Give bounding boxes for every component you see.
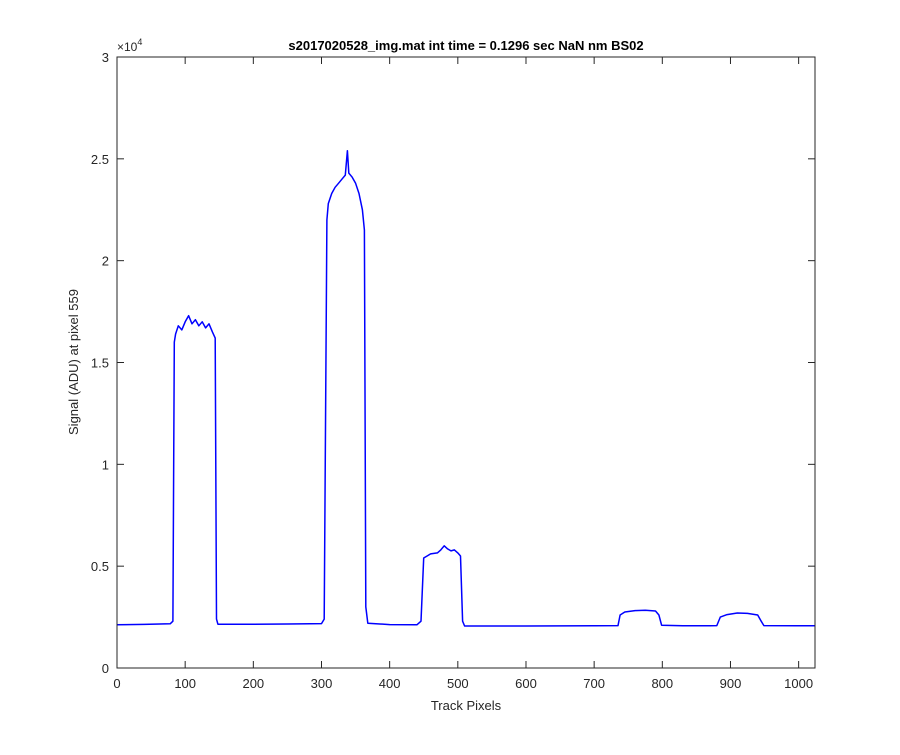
y-tick-label: 0 bbox=[102, 661, 109, 676]
chart-title: s2017020528_img.mat int time = 0.1296 se… bbox=[288, 38, 643, 53]
x-tick-label: 1000 bbox=[784, 676, 813, 691]
x-tick-label: 500 bbox=[447, 676, 469, 691]
y-tick-label: 2.5 bbox=[91, 152, 109, 167]
y-tick-label: 1 bbox=[102, 457, 109, 472]
x-tick-label: 300 bbox=[311, 676, 333, 691]
y-tick-label: 3 bbox=[102, 50, 109, 65]
y-tick-label: 1.5 bbox=[91, 356, 109, 371]
x-tick-label: 800 bbox=[651, 676, 673, 691]
x-axis-label: Track Pixels bbox=[431, 698, 502, 713]
x-tick-label: 900 bbox=[720, 676, 742, 691]
x-tick-label: 600 bbox=[515, 676, 537, 691]
y-exponent-power: 4 bbox=[137, 37, 142, 47]
x-tick-label: 700 bbox=[583, 676, 605, 691]
y-exponent-label: ×104 bbox=[117, 37, 142, 54]
y-tick-label: 0.5 bbox=[91, 559, 109, 574]
ticks-layer: 0 100 200 300 400 500 600 700 800 900 1000 0 0.5 1 1.5… bbox=[91, 50, 815, 691]
axes-box bbox=[116, 56, 816, 669]
y-exponent-base: ×10 bbox=[117, 40, 138, 54]
y-tick-label: 2 bbox=[102, 254, 109, 269]
x-tick-label: 100 bbox=[174, 676, 196, 691]
series-layer bbox=[116, 149, 815, 627]
x-tick-label: 400 bbox=[379, 676, 401, 691]
y-axis-label: Signal (ADU) at pixel 559 bbox=[66, 289, 81, 435]
x-tick-label: 200 bbox=[242, 676, 264, 691]
plot-area bbox=[117, 57, 815, 668]
x-tick-label: 0 bbox=[113, 676, 120, 691]
series-line bbox=[116, 149, 815, 627]
